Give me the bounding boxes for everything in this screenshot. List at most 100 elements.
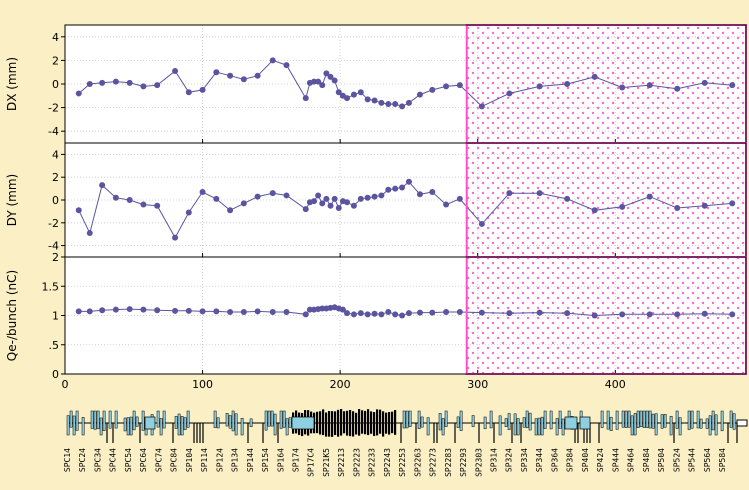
lattice-element xyxy=(334,411,337,435)
lattice-element xyxy=(534,418,538,436)
data-point xyxy=(172,68,179,75)
data-point xyxy=(86,81,93,87)
lattice-label: SPC14 xyxy=(63,448,72,472)
lattice-element xyxy=(549,410,553,430)
data-point xyxy=(172,307,179,314)
lattice-label: SP124 xyxy=(215,448,224,472)
lattice-element xyxy=(66,415,70,436)
data-point xyxy=(443,201,450,208)
data-point xyxy=(327,202,334,209)
lattice-element xyxy=(267,410,271,427)
lattice-label: SP2233 xyxy=(368,448,377,477)
lattice-element xyxy=(114,410,118,429)
data-point xyxy=(315,192,322,199)
lattice-element xyxy=(90,410,94,429)
panel-1: 4 2 0 -2 -4 DX (mm) xyxy=(5,24,747,144)
y-tick-label: 1 xyxy=(52,310,59,323)
lattice-element xyxy=(606,410,610,430)
data-point xyxy=(75,90,82,97)
data-point xyxy=(154,202,161,209)
lattice-label: SP134 xyxy=(231,448,240,472)
lattice-label: SP444 xyxy=(611,448,620,472)
data-point xyxy=(185,209,192,216)
series-line xyxy=(78,181,733,239)
data-point xyxy=(126,306,133,313)
y-tick-label: 0 xyxy=(52,368,59,381)
panel-2: 4 2 0 -2 -4 DY (mm) xyxy=(5,142,747,258)
data-point xyxy=(350,91,357,98)
data-point xyxy=(254,72,261,79)
lattice-label: SP2243 xyxy=(383,448,392,477)
data-point xyxy=(674,311,681,318)
lattice-element xyxy=(96,410,100,430)
data-point xyxy=(646,311,653,318)
lattice-element xyxy=(732,413,736,430)
data-point xyxy=(323,195,330,202)
lattice-label: SP544 xyxy=(688,448,697,472)
x-tick-label: 0 xyxy=(62,378,69,391)
data-point xyxy=(371,310,378,317)
data-point xyxy=(619,84,626,91)
lattice-element xyxy=(699,418,703,429)
data-point xyxy=(591,312,598,319)
data-point xyxy=(350,202,357,209)
data-point xyxy=(478,220,485,227)
lattice-element xyxy=(328,411,331,437)
lattice-label: SP2293 xyxy=(459,448,468,477)
lattice-label: SPC44 xyxy=(109,448,118,472)
data-point xyxy=(378,99,385,106)
y-tick-label: 2 xyxy=(52,54,59,67)
lattice-element xyxy=(132,410,136,431)
data-point xyxy=(86,308,93,315)
lattice-element xyxy=(285,418,289,436)
data-point xyxy=(591,207,598,214)
data-point xyxy=(378,192,385,199)
lattice-element xyxy=(376,409,379,436)
lattice-element xyxy=(174,416,178,429)
data-point xyxy=(357,195,364,202)
data-point xyxy=(240,76,247,83)
data-point xyxy=(392,185,399,192)
lattice-element xyxy=(654,413,658,436)
lattice-element xyxy=(385,412,388,434)
lattice-element xyxy=(264,410,268,431)
data-point xyxy=(399,103,406,110)
data-point xyxy=(227,308,234,315)
lattice-element xyxy=(180,416,184,436)
lattice-element xyxy=(459,410,463,431)
data-point xyxy=(536,190,543,197)
lattice-element xyxy=(624,410,628,428)
lattice-element xyxy=(456,416,460,428)
lattice-element xyxy=(489,410,493,429)
data-point xyxy=(536,309,543,316)
lattice-element xyxy=(579,416,591,430)
lattice-element xyxy=(291,416,315,430)
lattice-element xyxy=(141,410,145,431)
lattice-element xyxy=(331,411,334,437)
data-point xyxy=(399,312,406,319)
lattice-element xyxy=(663,414,667,428)
lattice-label: SP584 xyxy=(718,448,727,472)
lattice-element xyxy=(498,415,502,436)
data-point xyxy=(339,306,346,313)
lattice-element xyxy=(507,413,511,431)
lattice-element xyxy=(555,418,559,436)
lattice-element xyxy=(225,413,229,427)
lattice-element xyxy=(690,410,694,429)
lattice-element xyxy=(561,418,565,436)
lattice-element xyxy=(249,418,253,428)
lattice-element xyxy=(630,415,634,436)
data-point xyxy=(319,200,326,207)
lattice-element xyxy=(696,410,700,429)
lattice-element xyxy=(361,410,364,434)
data-point xyxy=(172,234,179,241)
lattice-label: SPC74 xyxy=(154,448,163,472)
data-point xyxy=(240,200,247,207)
lattice-label: SP2223 xyxy=(352,448,361,477)
lattice-element xyxy=(129,416,133,436)
data-point xyxy=(405,178,412,185)
data-point xyxy=(416,191,423,198)
lattice-label: SP504 xyxy=(657,448,666,472)
y-axis-title: Qe-/bunch (nC) xyxy=(5,270,19,361)
data-point xyxy=(283,192,290,199)
